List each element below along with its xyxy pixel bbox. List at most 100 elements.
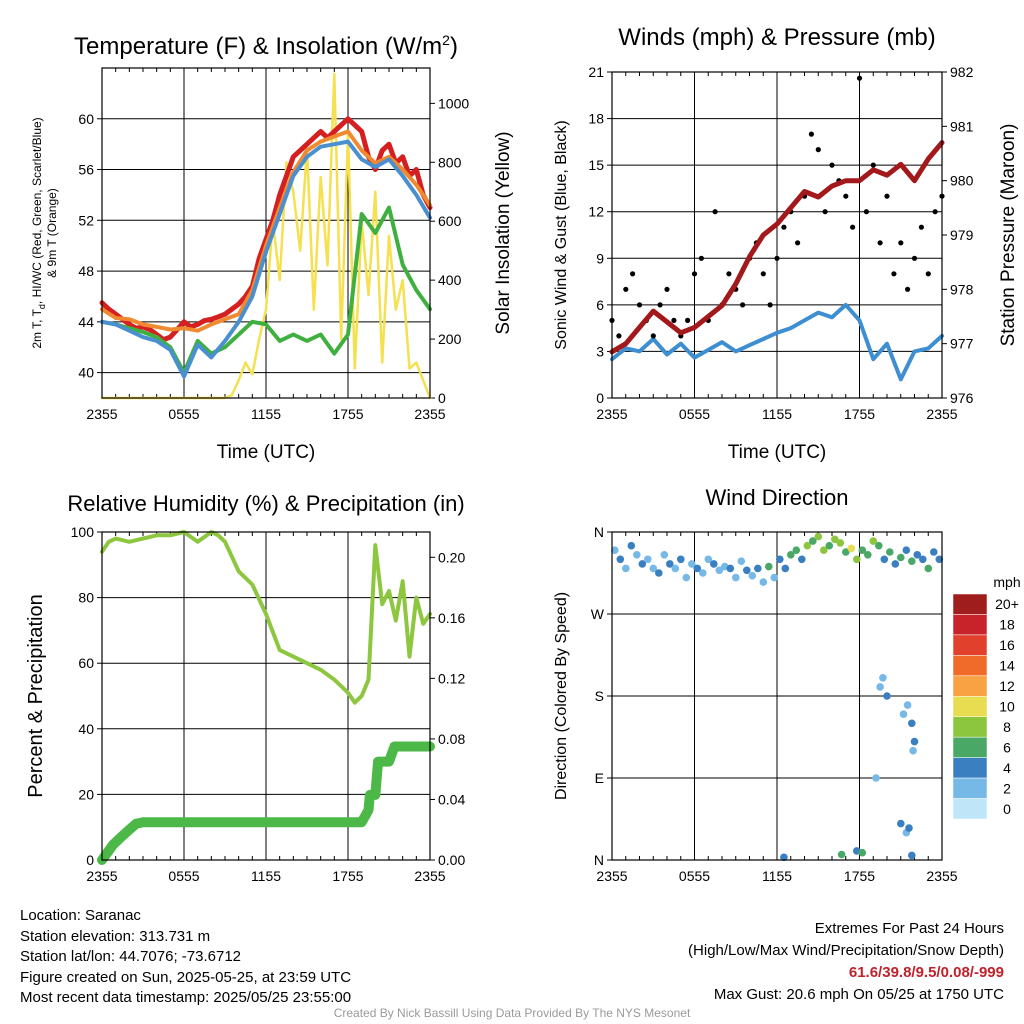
- y-tick-label: W: [591, 606, 605, 622]
- plot-frame: [101, 67, 431, 399]
- gust-point: [650, 333, 656, 339]
- direction-point: [798, 555, 806, 564]
- direction-point: [732, 573, 740, 582]
- direction-point: [837, 850, 846, 859]
- y-tick-label: 40: [78, 365, 94, 381]
- direction-point: [897, 553, 905, 562]
- plot-frame: [101, 531, 431, 861]
- gust-point: [636, 302, 643, 308]
- direction-point: [842, 548, 850, 556]
- gust-point: [932, 209, 938, 215]
- direction-point: [814, 532, 823, 541]
- y2-tick-label: 977: [950, 336, 974, 352]
- y2-tick-label: 981: [950, 118, 974, 134]
- y-axis-label: Percent & Precipitation: [25, 594, 47, 797]
- y2-axis-label: Solar Insolation (Yellow): [493, 131, 514, 334]
- x-tick-label: 1755: [332, 868, 363, 884]
- direction-point: [776, 555, 784, 564]
- y-tick-label: 20: [78, 786, 94, 802]
- gust-point: [843, 193, 849, 199]
- direction-point: [704, 555, 713, 564]
- direction-point: [633, 551, 641, 559]
- sonic-wind-line: [610, 302, 944, 382]
- y-tick-label: 0: [86, 852, 94, 868]
- colorbar-label: 18: [999, 617, 1015, 633]
- plot-frame: [611, 71, 943, 399]
- direction-point: [627, 541, 636, 550]
- direction-point: [930, 548, 938, 556]
- colorbar-label: 4: [1003, 760, 1011, 776]
- direction-point: [737, 557, 746, 565]
- y-axis-label-part: , HI/WC (Red, Green, Scarlet/Blue): [30, 117, 44, 304]
- gust-point: [616, 333, 622, 339]
- gust-point: [918, 224, 925, 230]
- direction-point: [715, 566, 724, 575]
- direction-point: [710, 560, 718, 568]
- x-tick-label: 2355: [926, 868, 957, 884]
- x-tick-label: 2355: [86, 406, 117, 422]
- y-tick-label: 3: [596, 343, 604, 359]
- y-tick-label: N: [594, 852, 604, 868]
- humidity-precipitation-panel: 2355 0555 1155 1755 23550204060801000.000.04…: [25, 491, 465, 884]
- y-tick-label: 18: [588, 111, 604, 127]
- direction-point: [864, 551, 872, 559]
- direction-point: [924, 564, 933, 573]
- y2-tick-label: 979: [950, 227, 974, 243]
- direction-point: [897, 819, 905, 828]
- temperature-series-1: [100, 129, 432, 333]
- direction-point: [875, 541, 883, 550]
- y-tick-label: 56: [78, 162, 94, 178]
- direction-point: [909, 746, 917, 755]
- gust-point: [911, 255, 918, 261]
- direction-point: [872, 774, 880, 782]
- colorbar-label: 14: [999, 658, 1015, 674]
- colorbar-swatch: [952, 696, 988, 717]
- chart-title: Relative Humidity (%) & Precipitation (i…: [67, 491, 464, 516]
- y-tick-label: 21: [588, 64, 604, 80]
- colorbar-label: 16: [999, 637, 1015, 653]
- x-tick-label: 0555: [168, 868, 199, 884]
- colorbar-swatch: [952, 634, 988, 656]
- gust-point: [671, 317, 677, 323]
- y2-tick-label: 0.16: [438, 610, 465, 626]
- direction-point: [677, 555, 685, 564]
- colorbar-swatch: [952, 777, 988, 799]
- direction-point: [809, 537, 817, 545]
- y2-tick-label: 0.08: [438, 731, 465, 747]
- chart-title: Winds (mph) & Pressure (mb): [618, 24, 935, 51]
- y-tick-label: 0: [596, 390, 604, 406]
- direction-point: [748, 571, 757, 580]
- direction-point: [770, 573, 779, 582]
- direction-point: [780, 853, 788, 862]
- direction-point: [792, 546, 801, 554]
- y-tick-label: 12: [588, 204, 604, 220]
- y-axis-label: 2m T, Td, HI/WC (Red, Green, Scarlet/Blu…: [30, 117, 47, 348]
- direction-point: [781, 564, 790, 573]
- direction-point: [880, 555, 889, 564]
- colorbar-swatch: [952, 614, 988, 636]
- gust-point: [898, 240, 904, 246]
- direction-point: [693, 564, 702, 573]
- direction-point: [616, 555, 625, 564]
- direction-point: [908, 557, 916, 565]
- direction-point: [688, 560, 696, 568]
- y2-tick-label: 1000: [438, 95, 469, 111]
- extremes-title: Extremes For Past 24 Hours: [814, 920, 1004, 937]
- direction-point: [858, 546, 867, 554]
- direction-point: [876, 683, 884, 691]
- y-axis-label-part: 2m T, T: [30, 308, 44, 348]
- gust-point: [863, 209, 870, 215]
- station-info: Location: Saranac Station elevation: 313…: [20, 906, 351, 1009]
- gust-point: [664, 286, 670, 292]
- x-tick-label: 1155: [762, 406, 792, 422]
- direction-point: [825, 541, 834, 550]
- x-tick-label: 2355: [414, 868, 445, 884]
- gust-point: [925, 271, 931, 277]
- y-tick-label: 60: [78, 111, 94, 127]
- gust-point: [685, 317, 691, 323]
- gust-point: [905, 286, 911, 292]
- direction-point: [759, 578, 768, 586]
- gust-point: [815, 147, 821, 153]
- temperature-insolation-panel: 2355 0555 1155 1755 235540444852566002004006…: [30, 32, 514, 463]
